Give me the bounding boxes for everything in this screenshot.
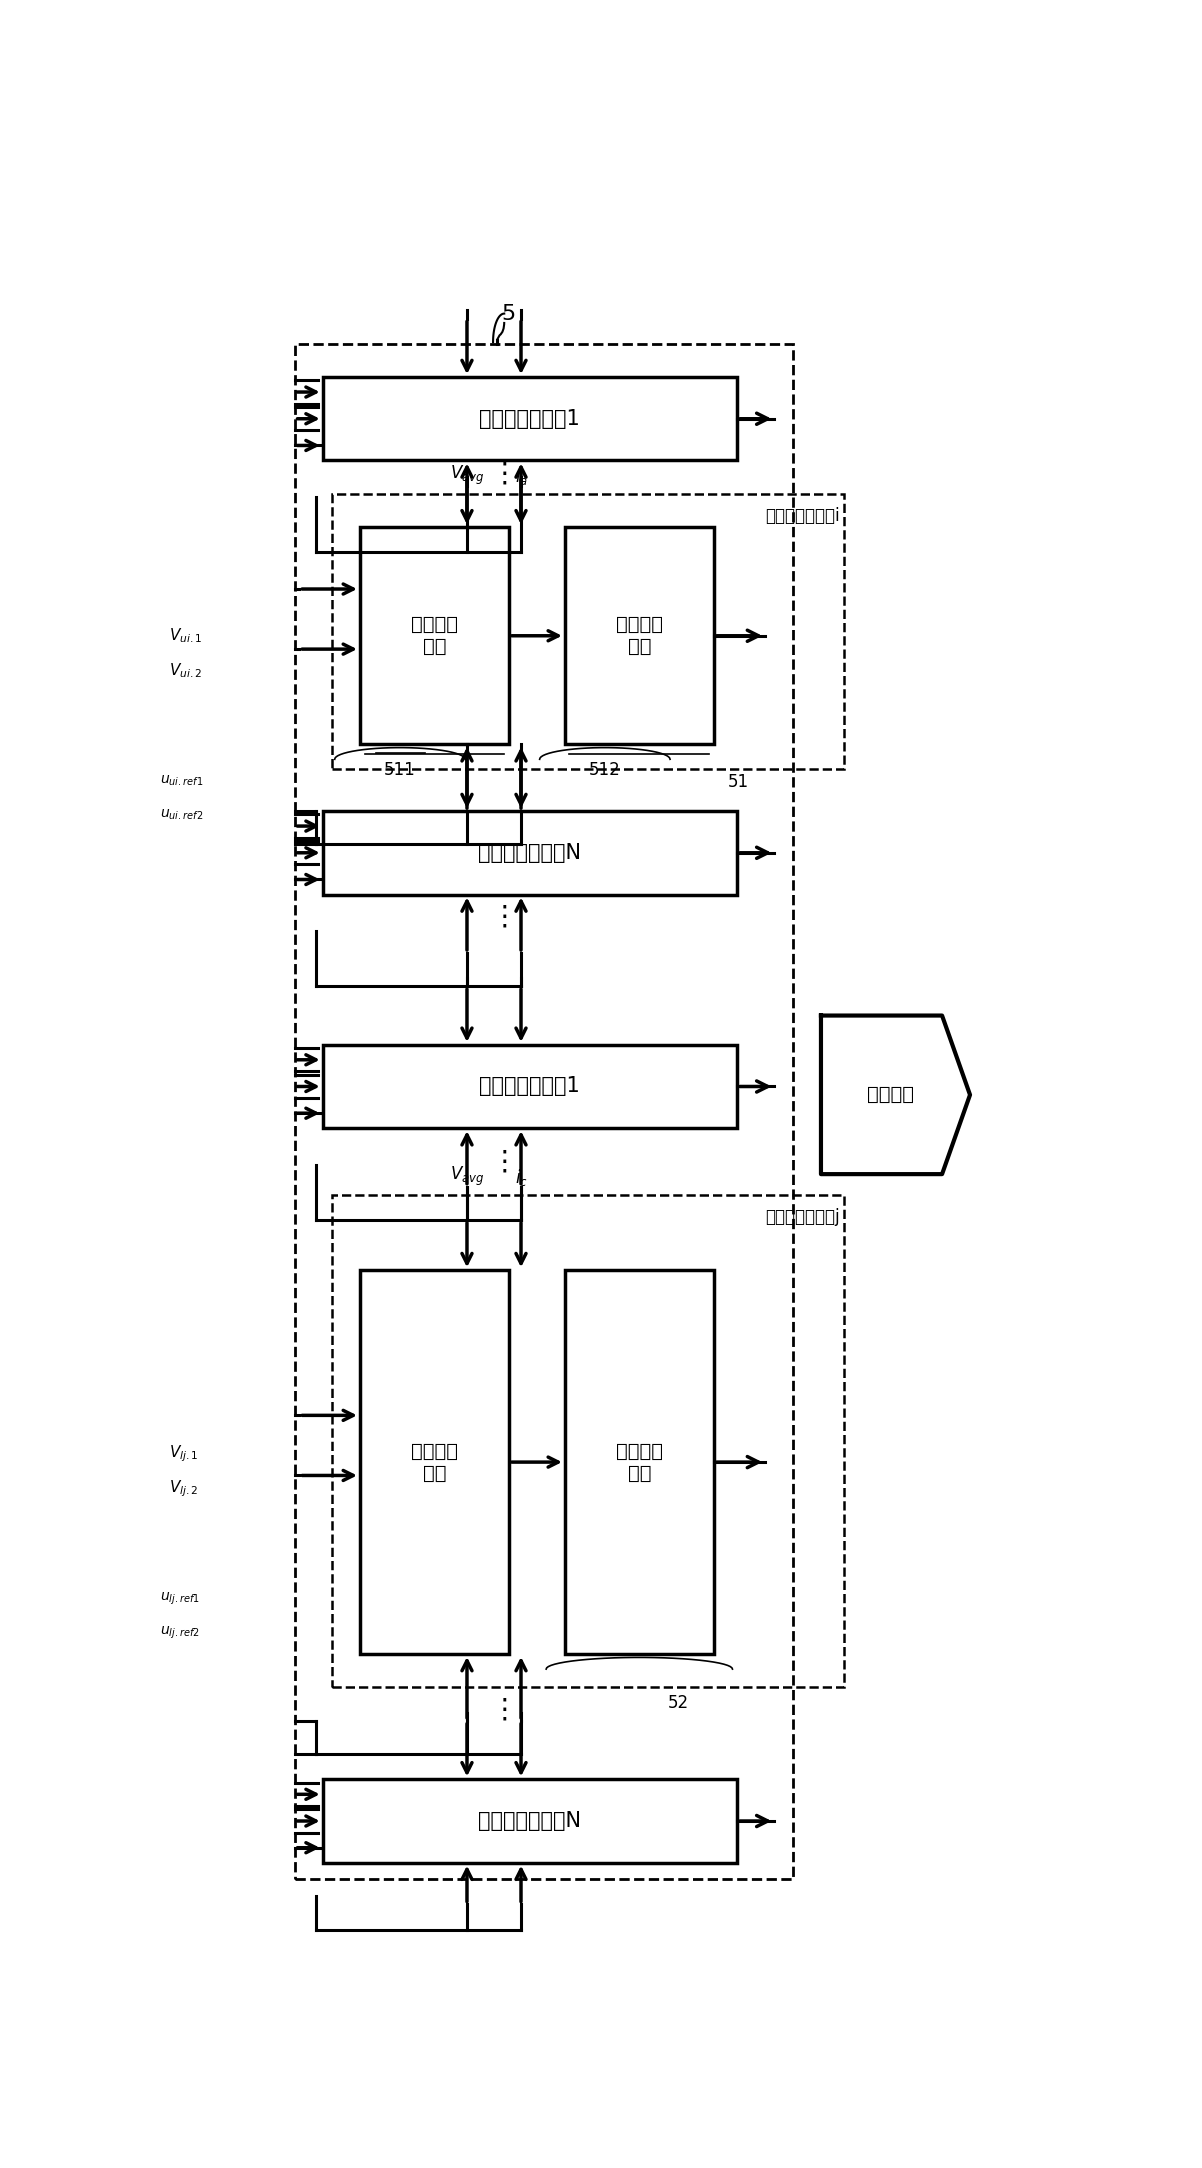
FancyBboxPatch shape: [322, 377, 737, 460]
Text: ⋮: ⋮: [490, 1147, 518, 1175]
Text: $V_{avg}$: $V_{avg}$: [450, 1164, 484, 1188]
Text: 电压调制
模块: 电压调制 模块: [615, 1442, 662, 1483]
Text: $u_{ui.ref1}$: $u_{ui.ref1}$: [160, 774, 203, 789]
Text: ⋮: ⋮: [490, 460, 518, 488]
Text: 上桥臂控制单元N: 上桥臂控制单元N: [478, 843, 582, 863]
Text: 511: 511: [383, 761, 416, 778]
Text: 下桥臂控制单元N: 下桥臂控制单元N: [478, 1810, 582, 1832]
Text: 5: 5: [501, 304, 516, 323]
Text: 下桥臂控制单元j: 下桥臂控制单元j: [764, 1208, 839, 1227]
Text: 512: 512: [589, 761, 620, 778]
FancyBboxPatch shape: [322, 1780, 737, 1862]
Text: 下桥臂控制单元1: 下桥臂控制单元1: [480, 1077, 581, 1097]
Text: 电压调制
模块: 电压调制 模块: [615, 616, 662, 657]
Text: $i_c$: $i_c$: [514, 1166, 528, 1188]
FancyBboxPatch shape: [322, 811, 737, 895]
Text: 52: 52: [667, 1693, 689, 1713]
Text: 上桥臂控制单元1: 上桥臂控制单元1: [480, 410, 581, 429]
Text: $V_{lj.2}$: $V_{lj.2}$: [168, 1479, 198, 1498]
Text: 电容均压
模块: 电容均压 模块: [411, 1442, 458, 1483]
FancyBboxPatch shape: [359, 1270, 508, 1654]
Polygon shape: [821, 1015, 970, 1175]
Text: $u_{lj.ref2}$: $u_{lj.ref2}$: [160, 1624, 200, 1641]
Text: $V_{ui.2}$: $V_{ui.2}$: [168, 661, 202, 681]
Text: 上桥臂控制单元i: 上桥臂控制单元i: [764, 507, 839, 525]
FancyBboxPatch shape: [322, 1045, 737, 1127]
Text: $V_{lj.1}$: $V_{lj.1}$: [168, 1444, 198, 1463]
Text: $V_{ui.1}$: $V_{ui.1}$: [168, 627, 202, 646]
Text: ⋮: ⋮: [490, 902, 518, 930]
Text: 电容均压
模块: 电容均压 模块: [411, 616, 458, 657]
Text: $u_{lj.ref1}$: $u_{lj.ref1}$: [160, 1591, 200, 1606]
FancyBboxPatch shape: [565, 527, 714, 744]
Text: 51: 51: [727, 772, 749, 791]
Text: $i_a$: $i_a$: [514, 466, 528, 488]
Text: $V_{avg}$: $V_{avg}$: [450, 464, 484, 488]
FancyBboxPatch shape: [359, 527, 508, 744]
FancyBboxPatch shape: [565, 1270, 714, 1654]
Text: $u_{ui.ref2}$: $u_{ui.ref2}$: [160, 806, 203, 822]
Text: 控制脉冲: 控制脉冲: [868, 1086, 915, 1104]
Text: ⋮: ⋮: [490, 1695, 518, 1724]
